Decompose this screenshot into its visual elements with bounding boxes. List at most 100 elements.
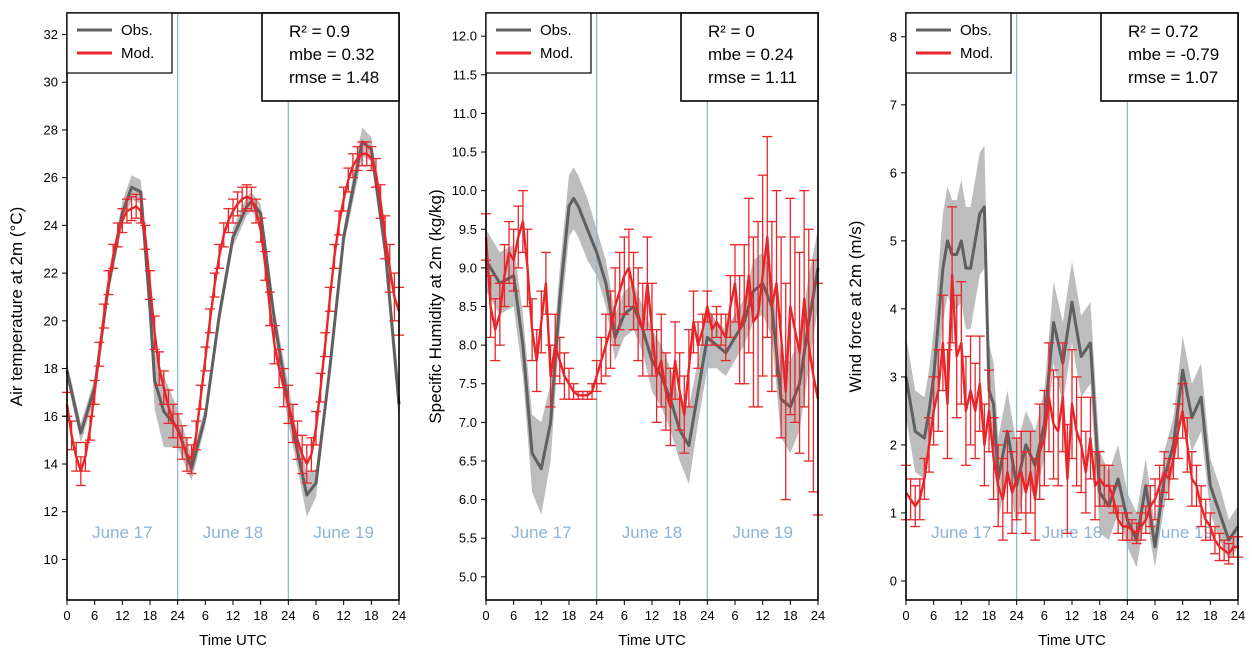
y-tick-label: 9.0 xyxy=(459,260,477,275)
x-tick-label: 6 xyxy=(202,608,209,623)
y-tick-label: 8.0 xyxy=(459,338,477,353)
y-axis-label: Wind force at 2m (m/s) xyxy=(846,221,865,393)
day-label-3: June 19 xyxy=(732,523,793,542)
day-label-3: June 19 xyxy=(1152,523,1213,542)
x-tick-label: 18 xyxy=(672,608,686,623)
x-tick-label: 18 xyxy=(1092,608,1106,623)
legend-obs-label: Obs. xyxy=(121,22,153,39)
day-label-3: June 19 xyxy=(313,523,374,542)
stats-line-1: R² = 0 xyxy=(708,22,755,41)
legend-obs-label: Obs. xyxy=(540,22,572,39)
x-tick-label: 18 xyxy=(253,608,267,623)
y-tick-label: 5.5 xyxy=(459,531,477,546)
x-tick-label: 12 xyxy=(336,608,350,623)
x-tick-label: 6 xyxy=(1041,608,1048,623)
mod-line xyxy=(905,273,1238,555)
day-label-1: June 17 xyxy=(92,523,153,542)
obs-line xyxy=(65,140,401,497)
y-tick-label: 24 xyxy=(44,218,58,233)
x-tick-label: 0 xyxy=(902,608,909,623)
legend: Obs. Mod. xyxy=(905,12,1012,74)
x-tick-label: 18 xyxy=(364,608,378,623)
day-label-1: June 17 xyxy=(931,523,992,542)
y-tick-label: 4 xyxy=(890,301,897,316)
y-tick-label: 7 xyxy=(890,97,897,112)
y-tick-label: 10 xyxy=(44,552,58,567)
x-tick-label: 24 xyxy=(811,608,825,623)
stats-box-frame xyxy=(1100,12,1239,102)
x-tick-label: 6 xyxy=(621,608,628,623)
x-tick-label: 24 xyxy=(1120,608,1134,623)
x-tick-label: 12 xyxy=(954,608,968,623)
x-tick-label: 12 xyxy=(645,608,659,623)
y-tick-label: 26 xyxy=(44,170,58,185)
stats-line-2: mbe = 0.32 xyxy=(289,45,375,64)
y-tick-label: 9.5 xyxy=(459,222,477,237)
day-label-2: June 18 xyxy=(203,523,264,542)
legend-mod-label: Mod. xyxy=(960,45,993,62)
x-tick-label: 6 xyxy=(510,608,517,623)
legend-mod-label: Mod. xyxy=(540,45,573,62)
stats-box: R² = 0.9 mbe = 0.32 rmse = 1.48 xyxy=(261,12,400,102)
mod-line xyxy=(65,152,401,473)
x-tick-label: 18 xyxy=(982,608,996,623)
x-tick-label: 24 xyxy=(392,608,406,623)
x-tick-label: 12 xyxy=(1065,608,1079,623)
legend-box xyxy=(905,12,1012,74)
chart-panel-2: June 17 June 18 June 19 5.0 5.5 6.0 6.5 7.0 7.5 8… xyxy=(426,12,825,649)
day-label-2: June 18 xyxy=(622,523,683,542)
x-tick-label: 0 xyxy=(63,608,70,623)
y-tick-label: 14 xyxy=(44,456,58,471)
legend: Obs. Mod. xyxy=(66,12,173,74)
x-tick-label: 6 xyxy=(930,608,937,623)
legend-box xyxy=(485,12,592,74)
x-tick-label: 6 xyxy=(312,608,319,623)
y-tick-label: 7.0 xyxy=(459,415,477,430)
x-tick-label: 24 xyxy=(170,608,184,623)
x-tick-label: 12 xyxy=(534,608,548,623)
stats-line-3: rmse = 1.48 xyxy=(289,68,379,87)
chart-panel-1: June 17 June 18 June 19 10 12 14 16 18 20 22 24 26 2… xyxy=(7,12,406,649)
x-tick-label: 0 xyxy=(482,608,489,623)
y-tick-label: 16 xyxy=(44,409,58,424)
y-tick-label: 8 xyxy=(890,29,897,44)
obs-range-band xyxy=(67,127,399,517)
day-label-2: June 18 xyxy=(1042,523,1103,542)
y-tick-label: 3 xyxy=(890,369,897,384)
x-axis-label: Time UTC xyxy=(1038,632,1106,649)
stats-line-1: R² = 0.9 xyxy=(289,22,350,41)
x-tick-label: 6 xyxy=(91,608,98,623)
x-tick-label: 24 xyxy=(700,608,714,623)
x-tick-label: 24 xyxy=(281,608,295,623)
y-tick-label: 8.5 xyxy=(459,299,477,314)
x-tick-label: 24 xyxy=(1009,608,1023,623)
stats-line-3: rmse = 1.11 xyxy=(708,68,797,87)
y-axis-label: Specific Humidity at 2m (kg/kg) xyxy=(426,189,445,423)
stats-line-2: mbe = -0.79 xyxy=(1128,45,1219,64)
y-tick-label: 6.5 xyxy=(459,453,477,468)
x-axis-label: Time UTC xyxy=(199,632,267,649)
y-tick-label: 12.0 xyxy=(452,29,477,44)
y-tick-label: 20 xyxy=(44,313,58,328)
y-tick-label: 0 xyxy=(890,573,897,588)
y-tick-label: 1 xyxy=(890,505,897,520)
y-tick-label: 11.0 xyxy=(453,106,477,121)
x-tick-label: 24 xyxy=(589,608,603,623)
stats-box: R² = 0 mbe = 0.24 rmse = 1.11 xyxy=(680,12,819,102)
x-tick-label: 12 xyxy=(755,608,769,623)
stats-line-2: mbe = 0.24 xyxy=(708,45,794,64)
y-tick-label: 10.5 xyxy=(452,145,477,160)
y-tick-label: 18 xyxy=(44,361,58,376)
stats-line-3: rmse = 1.07 xyxy=(1128,68,1218,87)
day-label-1: June 17 xyxy=(511,523,572,542)
x-tick-label: 18 xyxy=(1203,608,1217,623)
y-tick-label: 22 xyxy=(44,266,58,281)
legend: Obs. Mod. xyxy=(485,12,592,74)
y-tick-label: 2 xyxy=(890,437,897,452)
y-tick-label: 11.5 xyxy=(453,67,477,82)
legend-box xyxy=(66,12,173,74)
stats-box-frame xyxy=(261,12,400,102)
x-tick-label: 6 xyxy=(1151,608,1158,623)
x-tick-label: 18 xyxy=(143,608,157,623)
